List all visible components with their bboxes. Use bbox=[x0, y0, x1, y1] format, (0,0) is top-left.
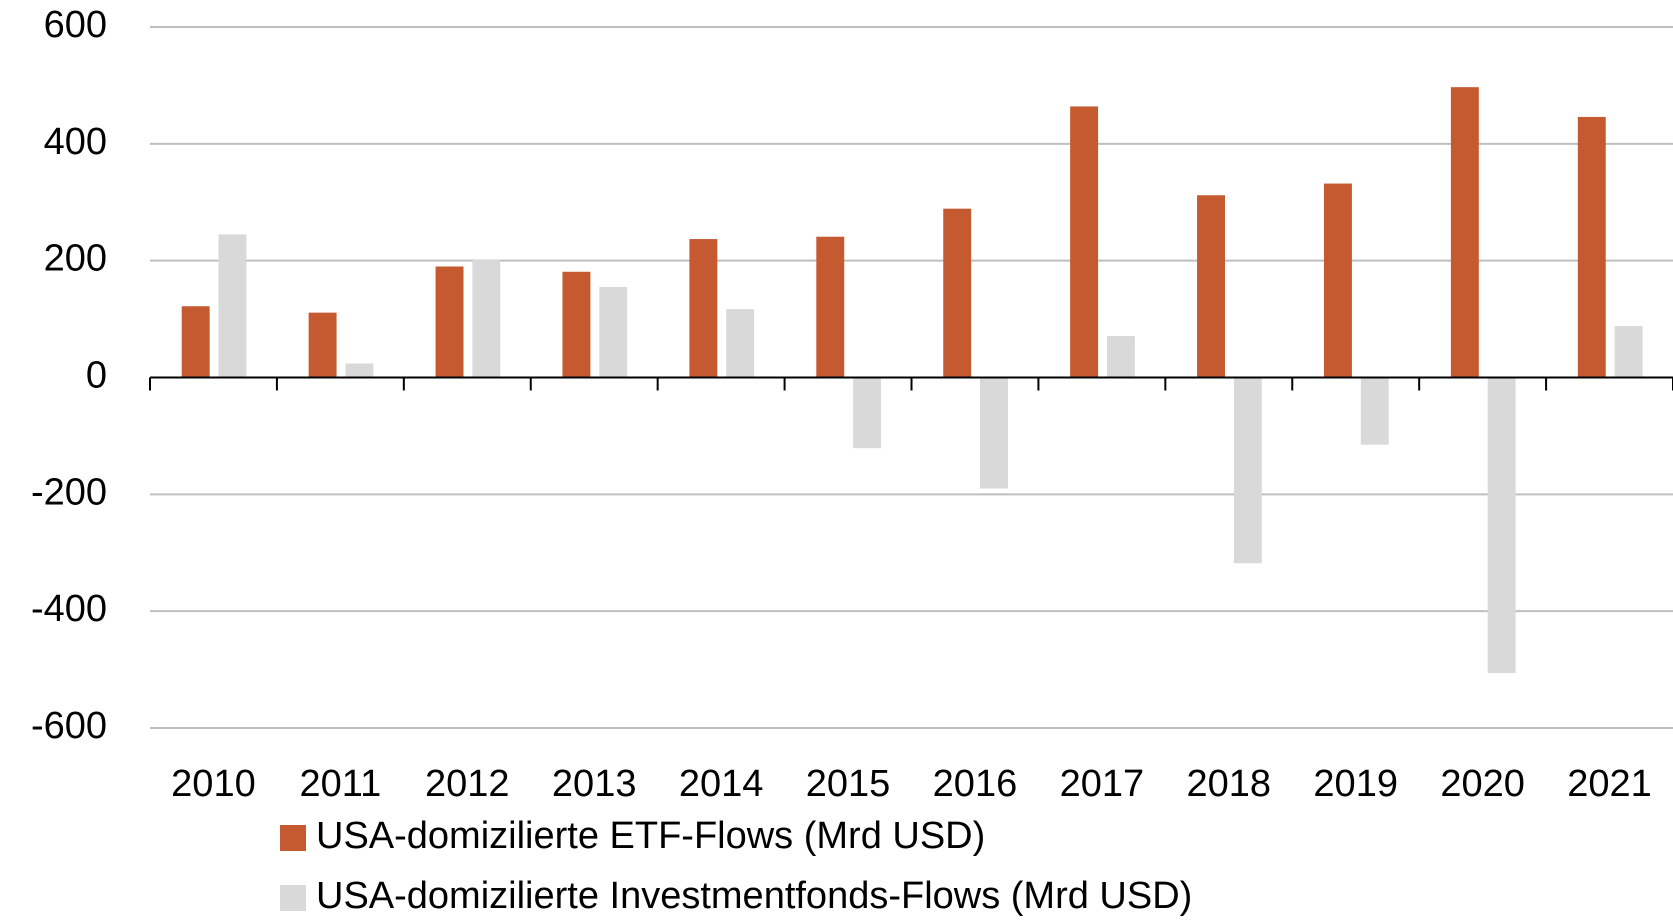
bar bbox=[599, 286, 628, 378]
bar bbox=[980, 377, 1008, 489]
bar bbox=[1577, 116, 1606, 378]
x-tick-label: 2020 bbox=[1440, 763, 1525, 805]
bar bbox=[562, 271, 591, 378]
bar bbox=[181, 306, 210, 378]
bar bbox=[943, 208, 972, 378]
x-tick-label: 2019 bbox=[1313, 763, 1398, 805]
bar bbox=[1070, 106, 1099, 378]
x-tick-label: 2017 bbox=[1060, 763, 1145, 805]
y-tick-label: -200 bbox=[31, 471, 107, 513]
x-tick-label: 2014 bbox=[679, 763, 764, 805]
bar bbox=[726, 309, 755, 378]
legend-label: USA-domizilierte ETF-Flows (Mrd USD) bbox=[316, 815, 985, 857]
bar bbox=[1360, 377, 1389, 445]
y-tick-label: 600 bbox=[44, 4, 107, 46]
y-tick-label: -600 bbox=[31, 705, 107, 747]
bar bbox=[435, 266, 464, 378]
legend-swatch bbox=[280, 885, 306, 911]
legend-label: USA-domizilierte Investmentfonds-Flows (… bbox=[316, 875, 1192, 917]
x-tick-label: 2012 bbox=[425, 763, 510, 805]
bar bbox=[1233, 377, 1262, 564]
y-tick-label: -400 bbox=[31, 588, 107, 630]
bar bbox=[1323, 183, 1352, 378]
bar bbox=[1614, 326, 1643, 378]
x-tick-label: 2018 bbox=[1187, 763, 1272, 805]
bar bbox=[1450, 87, 1479, 378]
x-tick-label: 2015 bbox=[806, 763, 891, 805]
legend-swatch bbox=[280, 825, 306, 851]
x-tick-label: 2013 bbox=[552, 763, 637, 805]
bar bbox=[816, 236, 845, 378]
y-tick-label: 400 bbox=[44, 121, 107, 163]
x-tick-label: 2016 bbox=[933, 763, 1018, 805]
bar bbox=[1197, 195, 1225, 378]
bar bbox=[308, 312, 337, 378]
x-tick-label: 2011 bbox=[300, 763, 382, 805]
bar bbox=[689, 239, 718, 378]
x-tick-label: 2010 bbox=[171, 763, 256, 805]
y-tick-label: 0 bbox=[86, 355, 107, 397]
y-tick-label: 200 bbox=[44, 238, 107, 280]
x-tick-label: 2021 bbox=[1567, 763, 1652, 805]
bar bbox=[218, 234, 247, 378]
bar bbox=[1487, 377, 1516, 674]
bar bbox=[472, 260, 501, 378]
bar bbox=[853, 377, 882, 449]
bar bbox=[1106, 336, 1135, 378]
bar bbox=[345, 363, 374, 378]
